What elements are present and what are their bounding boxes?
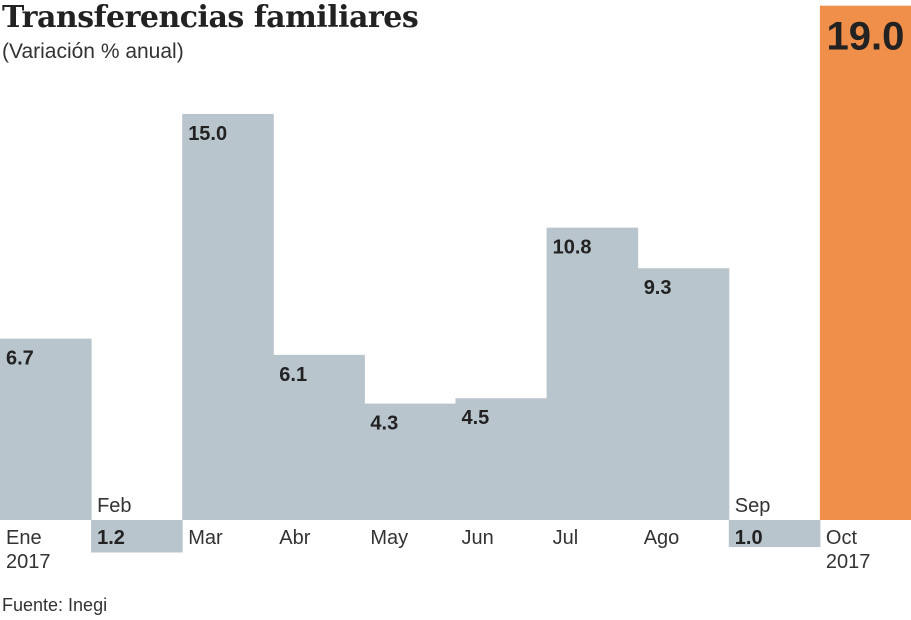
data-label: 10.8	[553, 237, 592, 259]
data-label: 9.3	[644, 277, 672, 299]
bar	[637, 268, 730, 520]
bar	[182, 113, 274, 520]
data-label: 19.0	[826, 15, 904, 59]
chart-title: Transferencias familiares	[2, 0, 419, 35]
data-label: 1.0	[735, 527, 763, 549]
bar	[364, 403, 456, 520]
chart-subtitle: (Variación % anual)	[2, 40, 184, 63]
data-label: 1.2	[97, 527, 125, 549]
category-label: May	[370, 527, 408, 549]
bar	[455, 398, 548, 520]
category-label: Ago	[644, 527, 680, 549]
data-label: 15.0	[188, 123, 227, 145]
bar	[91, 520, 183, 553]
bar	[546, 227, 639, 521]
category-label: Ene	[6, 527, 42, 549]
bar	[819, 5, 911, 521]
category-label: Sep	[735, 495, 771, 517]
category-label: Jul	[553, 527, 579, 549]
category-label: Jun	[462, 527, 494, 549]
bar	[0, 338, 92, 520]
data-label: 4.3	[370, 413, 398, 435]
category-label: Oct	[826, 527, 858, 549]
category-label: Mar	[188, 527, 223, 549]
category-label: Abr	[279, 527, 310, 549]
category-label: 2017	[6, 551, 51, 573]
source-note: Fuente: Inegi	[2, 595, 108, 615]
data-label: 6.7	[6, 348, 34, 370]
category-label: 2017	[826, 551, 871, 573]
bar	[273, 354, 365, 520]
data-label: 4.5	[462, 407, 490, 429]
data-label: 6.1	[279, 364, 307, 386]
bar	[728, 520, 821, 548]
category-label: Feb	[97, 495, 131, 517]
